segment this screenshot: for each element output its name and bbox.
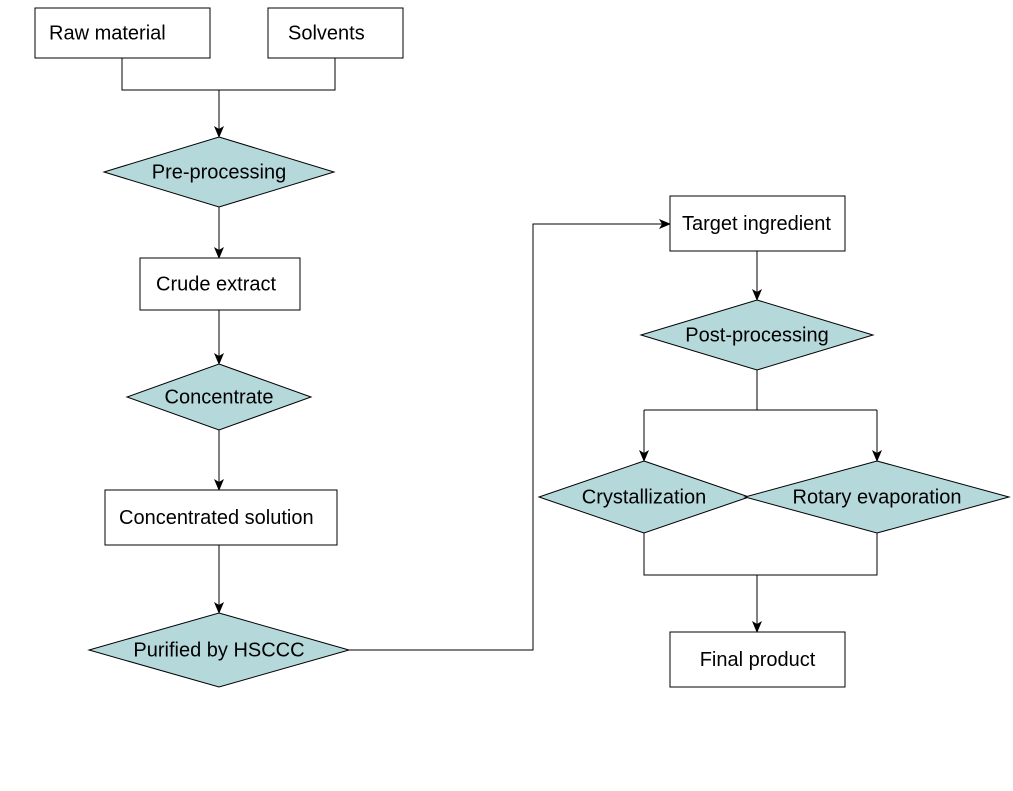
node-pre_processing: Pre-processing [104,137,334,207]
edge-e7 [349,224,670,650]
label-purified: Purified by HSCCC [133,639,304,661]
node-concentrated_solution: Concentrated solution [105,490,337,545]
label-raw_material: Raw material [49,22,166,44]
label-concentrate: Concentrate [165,386,274,408]
edge-e10a [644,533,877,575]
label-final_product: Final product [700,649,816,671]
node-target_ingredient: Target ingredient [670,196,845,251]
flowchart-canvas: Raw material Solvents Pre-processing Crude … [0,0,1013,791]
node-solvents: Solvents [268,8,403,58]
label-solvents: Solvents [288,22,365,44]
node-raw_material: Raw material [35,8,210,58]
label-pre_processing: Pre-processing [152,161,287,183]
edge-e1 [122,58,335,90]
node-crystallization: Crystallization [539,461,749,533]
nodes-layer: Raw material Solvents Pre-processing Crude … [35,8,1009,687]
node-purified: Purified by HSCCC [89,613,349,687]
label-crystallization: Crystallization [582,486,706,508]
node-concentrate: Concentrate [127,364,311,430]
edge-e9a [644,370,757,410]
label-target_ingredient: Target ingredient [682,213,831,235]
label-crude_extract: Crude extract [156,273,276,295]
label-rotary_evaporation: Rotary evaporation [793,486,962,508]
label-concentrated_solution: Concentrated solution [119,507,314,529]
node-post_processing: Post-processing [641,300,873,370]
node-crude_extract: Crude extract [140,258,300,310]
label-post_processing: Post-processing [685,324,828,346]
node-final_product: Final product [670,632,845,687]
node-rotary_evaporation: Rotary evaporation [745,461,1009,533]
